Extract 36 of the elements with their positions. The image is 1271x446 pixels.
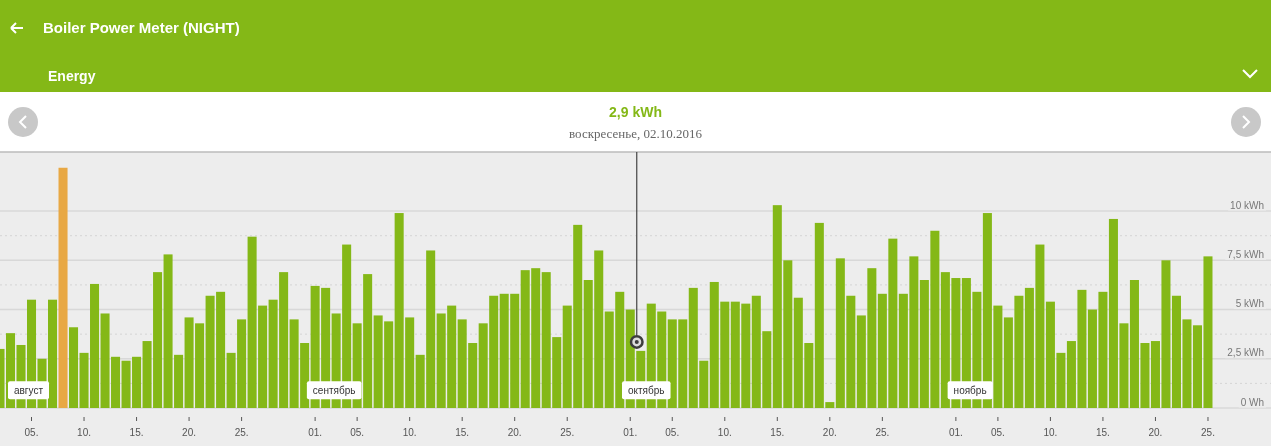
x-tick-label: 05.: [350, 427, 365, 438]
x-tick-label: 25.: [875, 427, 890, 438]
x-tick-label: 05.: [990, 427, 1005, 438]
x-tick-label: 15.: [1095, 427, 1110, 438]
chart-title: Boiler Power Meter (NIGHT): [43, 19, 240, 36]
x-tick-label: 25.: [1201, 427, 1215, 438]
x-tick-label: 20.: [1148, 427, 1163, 438]
y-tick-label: 0 Wh: [1240, 396, 1264, 408]
x-tick-label: 01.: [948, 427, 963, 438]
chart-subtitle: Energy: [48, 68, 96, 84]
y-tick-label: 10 kWh: [1230, 199, 1264, 211]
y-tick-label: 2,5 kWh: [1227, 347, 1264, 359]
x-tick-label: 15.: [129, 427, 144, 438]
x-tick-label: 10.: [402, 427, 417, 438]
y-tick-label: 5 kWh: [1235, 298, 1264, 310]
x-tick-label: 01.: [623, 427, 638, 438]
x-tick-label: 10.: [717, 427, 732, 438]
x-tick-label: 01.: [308, 427, 323, 438]
x-tick-label: 05.: [665, 427, 680, 438]
text: воскресенье, 02.10.2016: [569, 126, 703, 141]
x-tick-label: 25.: [560, 427, 575, 438]
x-tick-label: 15.: [770, 427, 785, 438]
x-tick-label: 20.: [507, 427, 522, 438]
annotation: октябрь: [628, 384, 665, 396]
x-tick-label: 15.: [455, 427, 470, 438]
x-tick-label: 25.: [234, 427, 249, 438]
x-tick-label: 20.: [822, 427, 837, 438]
annotation: ноябрь: [953, 384, 987, 396]
x-tick-label: 20.: [182, 427, 197, 438]
y-tick-label: 7,5 kWh: [1227, 248, 1264, 260]
x-tick-label: 10.: [1043, 427, 1058, 438]
text: 2,9 kWh: [609, 104, 662, 120]
x-tick-label: 05.: [24, 427, 39, 438]
x-tick-label: 10.: [77, 427, 91, 438]
annotation: август: [14, 384, 44, 396]
annotation: сентябрь: [312, 384, 356, 396]
